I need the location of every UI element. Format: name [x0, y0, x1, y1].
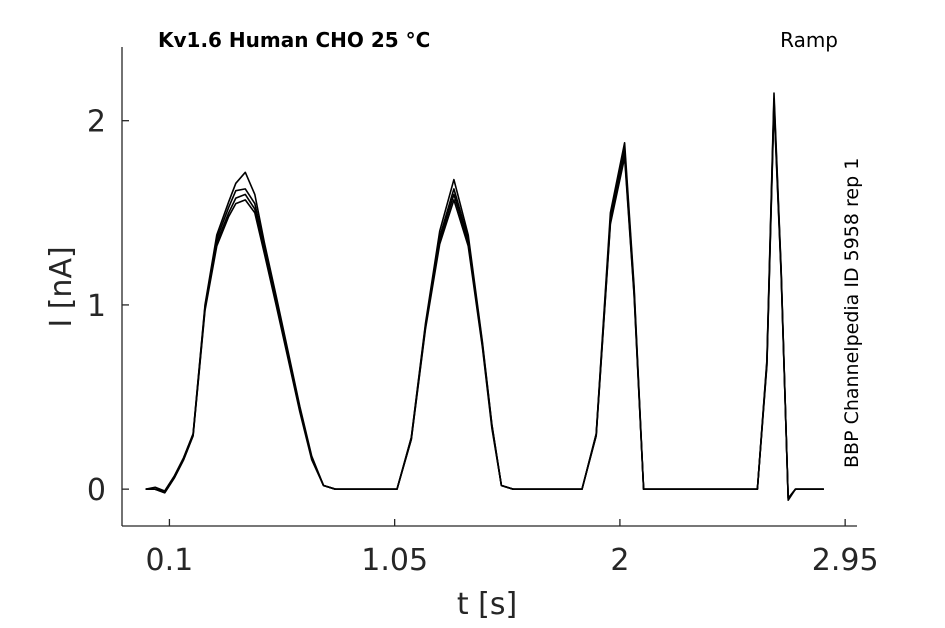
x-tick-label: 0.1	[146, 543, 194, 578]
current-trace-2	[145, 101, 824, 500]
y-axis-label: I [nA]	[44, 246, 79, 327]
traces-group	[145, 92, 824, 501]
protocol-label: Ramp	[780, 28, 838, 52]
x-tick-label: 1.05	[361, 543, 428, 578]
x-tick-label: 2	[610, 543, 629, 578]
current-trace-4	[145, 105, 824, 500]
y-tick-label: 2	[87, 105, 106, 140]
current-trace-1	[145, 92, 824, 501]
x-ticks: 0.1 1.05 2 2.95	[146, 519, 879, 578]
y-tick-label: 1	[87, 289, 106, 324]
chart-title: Kv1.6 Human CHO 25 °C	[158, 28, 430, 52]
x-tick-label: 2.95	[812, 543, 879, 578]
x-axis-label: t [s]	[457, 587, 517, 622]
current-trace-3	[145, 97, 824, 500]
side-label: BBP Channelpedia ID 5958 rep 1	[841, 158, 863, 468]
y-tick-label: 0	[87, 473, 106, 508]
axes-group	[121, 47, 857, 527]
y-ticks: 0 1 2	[87, 105, 129, 508]
